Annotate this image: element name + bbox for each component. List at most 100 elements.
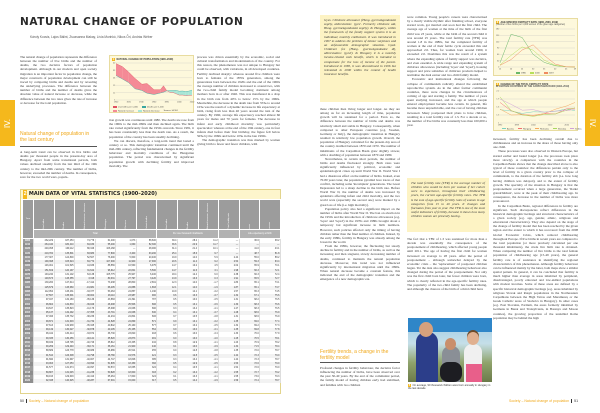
legend-item: Romania — [535, 127, 549, 130]
table-cell: 75.6 — [259, 294, 281, 299]
table-cell: 1.54 — [218, 366, 240, 371]
x-tick-label: 2016 — [564, 125, 569, 127]
column-header: Natural increase, decrease — [197, 199, 220, 230]
row-year: 1990 — [22, 285, 34, 290]
body-text: Profound changes in fertility behaviour,… — [320, 366, 400, 394]
series-line-serbia — [499, 98, 576, 113]
table-cell: 96,804 — [33, 302, 55, 307]
y-tick-label: 90 — [497, 48, 500, 50]
table-cell: 15.6 — [177, 251, 199, 256]
table-cell: 71.5 — [239, 345, 261, 350]
table-cell: 135,823 — [54, 306, 76, 311]
table-row: 2001 97,047 132,183 -35,136 43,583 24,391 787 9… — [22, 298, 281, 303]
table-cell: — — [115, 247, 137, 252]
row-year: 2009 — [22, 332, 34, 337]
table-cell: 606 — [136, 315, 158, 320]
table-cell: 9.4 — [156, 366, 179, 371]
table-cell: 24,638 — [115, 311, 137, 316]
births-line — [115, 63, 193, 96]
section-tab-label: IV. — [588, 118, 597, 128]
table-cell: 17,600 — [115, 374, 137, 379]
row-year: 1985 — [22, 281, 34, 286]
table-cell: 13.9 — [156, 277, 179, 282]
natural-increase-area — [122, 66, 129, 83]
table-cell: 9.3 — [156, 353, 179, 358]
table-cell: 1.30 — [218, 302, 240, 307]
table-cell: 5,600 — [115, 255, 137, 260]
table-cell: 12.3 — [156, 281, 179, 286]
table-cell: 80,331 — [95, 277, 117, 282]
y-tick-label: 0 — [498, 67, 500, 69]
footer-text: Society – Natural change of population — [28, 399, 90, 403]
table-cell: 72.4 — [239, 379, 261, 384]
table-cell: 0.3 — [198, 277, 220, 282]
legend-item: Hungary — [517, 127, 531, 130]
table-cell: 12.8 — [177, 349, 199, 354]
row-year: 1941 — [22, 255, 34, 260]
table-cell: 68.2 — [239, 298, 261, 303]
table-cell: 105,775 — [95, 272, 117, 277]
table-cell: -40,410 — [74, 374, 96, 379]
table-cell: 19.9 — [156, 255, 179, 260]
table-cell: 5.9 — [198, 255, 220, 260]
table-cell: 1.55 — [218, 370, 240, 375]
table-cell: — — [218, 238, 240, 243]
table-cell: 1.44 — [218, 357, 240, 362]
legend-item: 1980 — [516, 72, 526, 74]
table-cell: -4.0 — [198, 336, 220, 341]
table-cell: 20.6 — [156, 260, 179, 265]
table-cell: 11.7 — [198, 243, 220, 248]
table-cell: -3.5 — [198, 298, 220, 303]
table-cell: 35,812 — [95, 340, 117, 345]
table-cell: 1,190 — [136, 289, 158, 294]
table-cell: 67,301 — [95, 379, 117, 384]
table-row: 2000 97,597 135,601 -38,004 48,110 23,987 900 9… — [22, 294, 281, 299]
table-row: 2019 89,193 129,603 -40,410 65,264 17,600 324 9… — [22, 374, 281, 379]
table-cell: 55.0 — [239, 255, 261, 260]
table-cell: 88,049 — [33, 340, 55, 345]
table-cell: 58.2 — [259, 255, 281, 260]
table-cell: 14.1 — [177, 289, 199, 294]
table-cell: 38.2 — [259, 238, 281, 243]
paragraph: Economic and institutional changes follo… — [407, 77, 487, 128]
table-cell: 97,047 — [33, 298, 55, 303]
table-cell: 68.3 — [239, 302, 261, 307]
table-cell: 145,660 — [54, 285, 76, 290]
table-cell: 18,600 — [115, 370, 137, 375]
x-tick-label: 1940 — [139, 102, 144, 104]
table-cell: 45,398 — [95, 306, 117, 311]
table-cell: 18.4 — [156, 272, 179, 277]
table-cell: 13.0 — [177, 336, 199, 341]
table-cell: 13.5 — [177, 315, 199, 320]
table-cell: 12.8 — [177, 353, 199, 358]
table-cell: 130,456 — [54, 336, 76, 341]
table-cell: 1.83 — [218, 281, 240, 286]
column-header: Year — [22, 199, 34, 239]
table-cell: 23,987 — [115, 294, 137, 299]
table-cell: 90,269 — [33, 345, 55, 350]
table-cell: 95,137 — [33, 311, 55, 316]
table-cell: 14.7 — [156, 264, 179, 269]
table-cell: -3.7 — [198, 294, 220, 299]
figure-number: 1 — [112, 57, 115, 61]
table-cell: 130,414 — [54, 332, 76, 337]
table-cell: 455 — [136, 349, 158, 354]
table-cell: 690 — [136, 306, 158, 311]
page-number: 50 — [20, 399, 27, 403]
chart-legend: Austria Hungary Romania Slovakia Serbia — [502, 127, 581, 130]
table-cell: 9.9 — [156, 319, 179, 324]
table-cell: -34,798 — [74, 353, 96, 358]
table-cell: 9.5 — [156, 362, 179, 367]
y-tick-label: 33 — [113, 70, 116, 72]
table-cell: 6,975 — [136, 264, 158, 269]
table-cell: 79.0 — [259, 362, 281, 367]
table-cell: 74,776 — [74, 238, 96, 243]
table-row: 2017 91,577 131,674 -40,097 50,572 18,055 322 9… — [22, 366, 281, 371]
row-year: 1949 — [22, 260, 34, 265]
table-cell: 79.0 — [259, 366, 281, 371]
table-cell: 43,583 — [95, 298, 117, 303]
table-cell: 96,612 — [95, 268, 117, 273]
table-cell: 68.3 — [239, 306, 261, 311]
row-year: 2015 — [22, 357, 34, 362]
table-cell: 13.1 — [177, 319, 199, 324]
